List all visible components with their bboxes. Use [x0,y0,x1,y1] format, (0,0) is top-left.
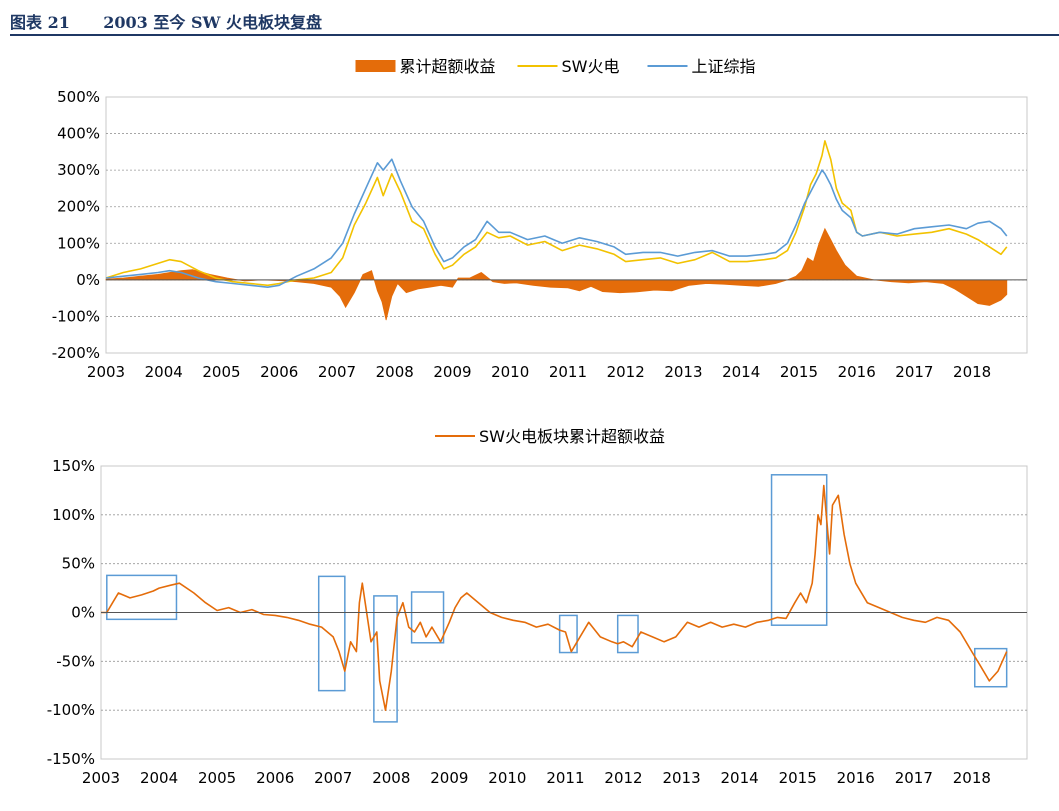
legend-label: SW火电板块累计超额收益 [479,427,665,446]
x-tick-label: 2013 [664,363,702,381]
y-tick-label: 50% [62,555,95,573]
highlight-box [616,614,639,654]
y-tick-label: 150% [52,457,95,475]
x-tick-label: 2017 [895,769,933,787]
x-tick-label: 2010 [488,769,526,787]
figure-title: 图表 21 2003 至今 SW 火电板块复盘 [10,9,322,33]
highlight-box [410,591,445,644]
x-tick-label: 2015 [779,769,817,787]
y-tick-label: 0% [71,604,95,622]
x-tick-label: 2009 [430,769,468,787]
x-tick-label: 2014 [722,363,760,381]
chart-price-comparison: 500% 400% 300% 200% 100% 0% -100% -200%2003 2004… [52,57,1028,381]
y-tick-label: -100% [52,307,100,325]
plot-frame [105,96,1028,354]
y-tick-label: 100% [52,506,95,524]
figure-label: 图表 21 [10,13,70,32]
x-tick-label: 2005 [202,363,240,381]
figure-header: 图表 21 2003 至今 SW 火电板块复盘 [0,0,1059,38]
y-tick-label: -100% [47,701,95,719]
highlight-box [317,575,346,692]
y-tick-label: 200% [57,198,100,216]
x-tick-label: 2007 [318,363,356,381]
x-tick-label: 2015 [780,363,818,381]
x-tick-label: 2005 [198,769,236,787]
figure-title-text: 2003 至今 SW 火电板块复盘 [103,13,323,32]
y-tick-label: -200% [52,344,100,362]
x-tick-label: 2004 [145,363,183,381]
highlight-box [770,474,828,626]
y-tick-label: 400% [57,125,100,143]
x-tick-label: 2004 [140,769,178,787]
chart-cumulative-excess: 150% 100% 50% 0% -50% -100% -150%2003 2004 2005 2… [47,427,1028,787]
highlight-box [973,647,1008,688]
x-tick-label: 2007 [314,769,352,787]
x-tick-label: 2012 [604,769,642,787]
highlight-box [373,595,398,723]
x-tick-label: 2011 [546,769,584,787]
x-tick-label: 2016 [838,363,876,381]
highlight-box [558,614,578,654]
x-tick-label: 2013 [662,769,700,787]
x-tick-label: 2008 [372,769,410,787]
x-tick-label: 2003 [82,769,120,787]
y-tick-label: 100% [57,234,100,252]
x-tick-label: 2010 [491,363,529,381]
series-line-2 [105,158,1008,288]
x-tick-label: 2003 [87,363,125,381]
x-tick-label: 2012 [607,363,645,381]
x-tick-label: 2011 [549,363,587,381]
y-tick-label: 300% [57,161,100,179]
y-tick-label: 0% [76,271,100,289]
x-tick-label: 2008 [376,363,414,381]
highlight-box [106,574,178,621]
legend-label: 累计超额收益 [400,57,496,76]
x-tick-label: 2009 [433,363,471,381]
series-area-0 [105,227,1008,321]
x-tick-label: 2017 [895,363,933,381]
y-tick-label: -150% [47,750,95,768]
y-tick-label: 500% [57,88,100,106]
legend-label: 上证综指 [692,57,756,76]
series-line-1 [105,140,1008,287]
x-tick-label: 2018 [953,769,991,787]
x-tick-label: 2006 [256,769,294,787]
x-tick-label: 2006 [260,363,298,381]
x-tick-label: 2014 [721,769,759,787]
y-tick-label: -50% [56,652,95,670]
x-tick-label: 2018 [953,363,991,381]
legend-swatch [355,60,396,72]
legend-label: SW火电 [562,57,620,76]
title-rule [10,34,1059,36]
x-tick-label: 2016 [837,769,875,787]
series-line-0 [101,484,1008,711]
